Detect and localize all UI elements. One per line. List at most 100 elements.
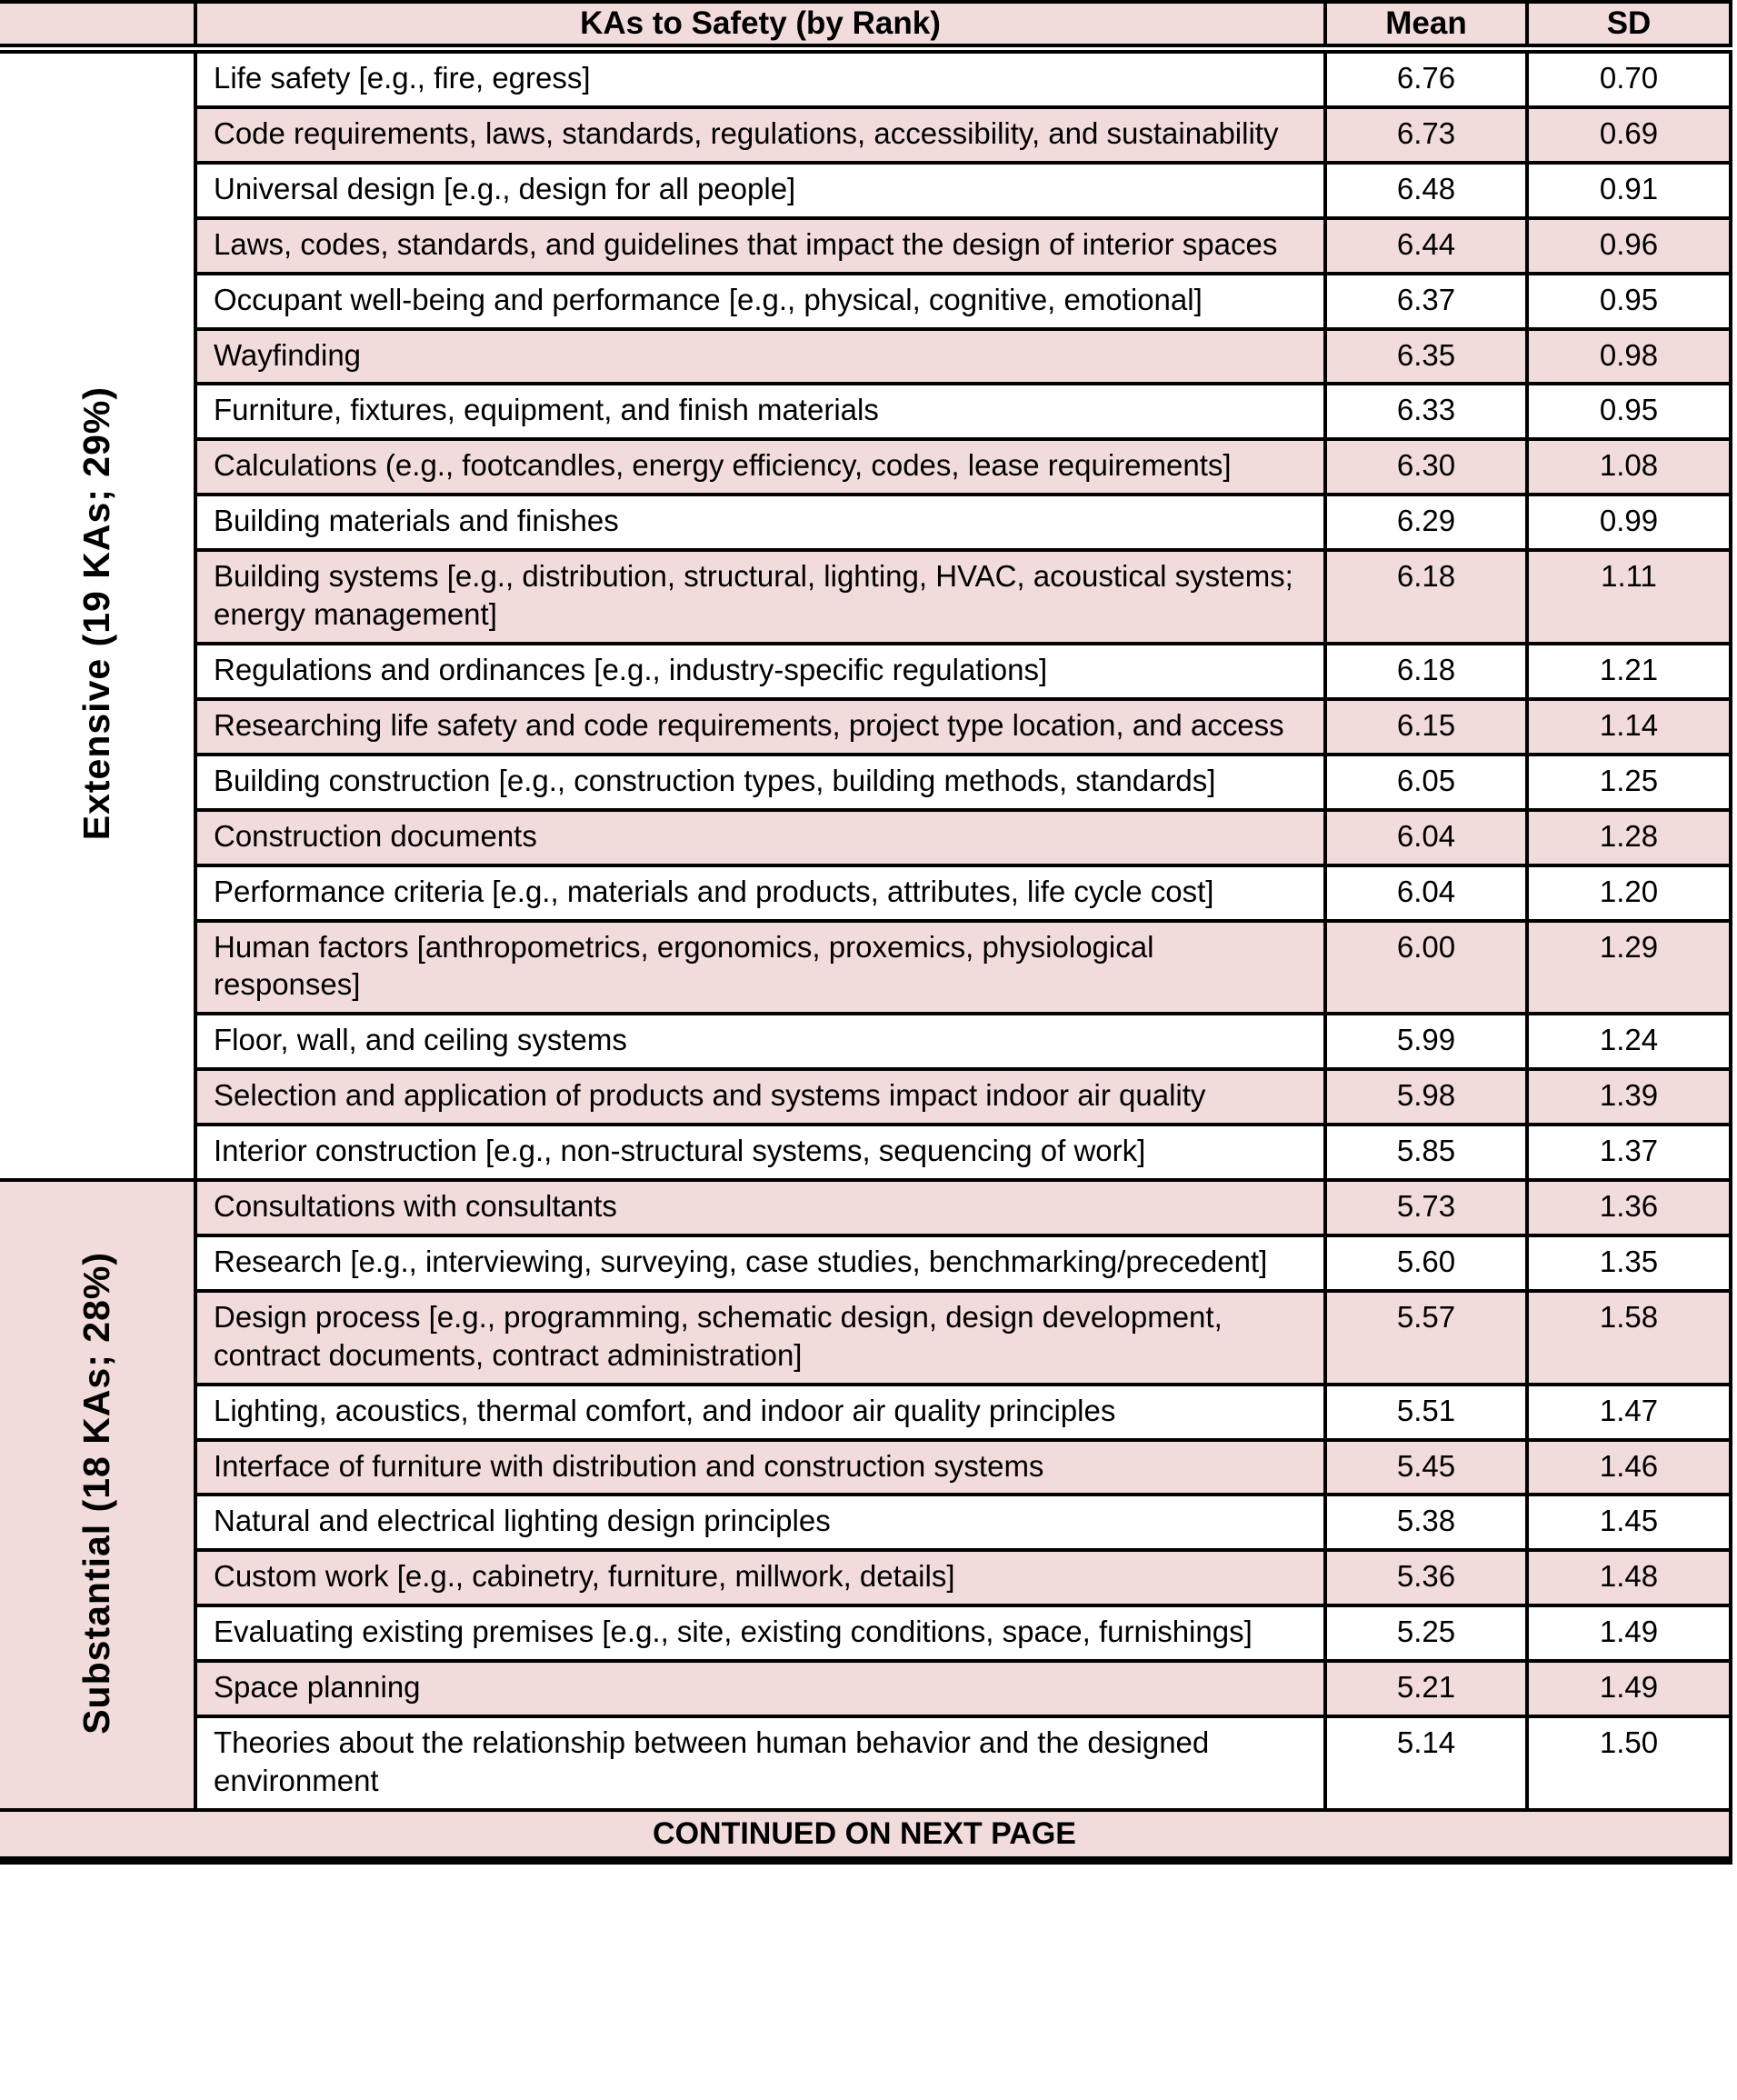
mean-cell: 6.76 bbox=[1323, 46, 1529, 109]
mean-cell: 5.73 bbox=[1323, 1178, 1529, 1237]
ka-cell: Code requirements, laws, standards, regu… bbox=[194, 105, 1327, 165]
mean-cell: 5.45 bbox=[1323, 1437, 1529, 1497]
ka-cell: Evaluating existing premises [e.g., site… bbox=[194, 1604, 1327, 1664]
ka-cell: Construction documents bbox=[194, 807, 1327, 867]
table-row: Substantial (18 KAs; 28%) Consultations w… bbox=[0, 1178, 1732, 1812]
sd-cell: 1.45 bbox=[1525, 1493, 1732, 1553]
ka-cell: Lighting, acoustics, thermal comfort, an… bbox=[194, 1382, 1327, 1442]
header-sd-cell: SD bbox=[1525, 0, 1732, 54]
table-footer: CONTINUED ON NEXT PAGE bbox=[0, 1807, 1732, 1865]
ka-cell: Researching life safety and code require… bbox=[194, 696, 1327, 756]
sd-cell: 1.48 bbox=[1525, 1548, 1732, 1608]
ka-cell: Custom work [e.g., cabinetry, furniture,… bbox=[194, 1548, 1327, 1608]
sd-cell: 0.98 bbox=[1525, 326, 1732, 386]
table-row: Occupant well-being and performance [e.g… bbox=[0, 271, 1732, 331]
mean-cell: 6.44 bbox=[1323, 215, 1529, 275]
mean-cell: 6.73 bbox=[1323, 105, 1529, 165]
ka-cell: Performance criteria [e.g., materials an… bbox=[194, 863, 1327, 923]
sd-cell: 1.47 bbox=[1525, 1382, 1732, 1442]
table-row: Laws, codes, standards, and guidelines t… bbox=[0, 215, 1732, 275]
table-row: Space planning 5.21 1.49 bbox=[0, 1659, 1732, 1719]
mean-cell: 6.04 bbox=[1323, 863, 1529, 923]
ka-cell: Research [e.g., interviewing, surveying,… bbox=[194, 1233, 1327, 1293]
group-label-cell-extensive: Extensive (19 KAs; 29%) bbox=[0, 46, 197, 1183]
mean-cell: 6.35 bbox=[1323, 326, 1529, 386]
sd-cell: 1.28 bbox=[1525, 807, 1732, 867]
table-row: Universal design [e.g., design for all p… bbox=[0, 160, 1732, 220]
sd-cell: 1.14 bbox=[1525, 696, 1732, 756]
mean-cell: 6.05 bbox=[1323, 752, 1529, 812]
mean-cell: 5.60 bbox=[1323, 1233, 1529, 1293]
table-row: Calculations (e.g., footcandles, energy … bbox=[0, 437, 1732, 497]
ka-cell: Life safety [e.g., fire, egress] bbox=[194, 46, 1327, 109]
mean-cell: 6.00 bbox=[1323, 918, 1529, 1016]
table-header: KAs to Safety (by Rank) Mean SD bbox=[0, 0, 1732, 54]
header-row: KAs to Safety (by Rank) Mean SD bbox=[0, 0, 1732, 54]
sd-cell: 0.70 bbox=[1525, 46, 1732, 109]
table-row: Extensive (19 KAs; 29%) Life safety [e.g.… bbox=[0, 46, 1732, 1183]
ka-safety-table: KAs to Safety (by Rank) Mean SD Extensiv… bbox=[0, 0, 1732, 1865]
sd-cell: 1.11 bbox=[1525, 548, 1732, 645]
sd-cell: 1.49 bbox=[1525, 1659, 1732, 1719]
sd-cell: 1.36 bbox=[1525, 1178, 1732, 1237]
ka-cell: Building systems [e.g., distribution, st… bbox=[194, 548, 1327, 645]
header-corner-cell bbox=[0, 0, 197, 54]
mean-cell: 6.30 bbox=[1323, 437, 1529, 497]
ka-cell: Building materials and finishes bbox=[194, 493, 1327, 553]
mean-cell: 5.25 bbox=[1323, 1604, 1529, 1664]
mean-cell: 6.29 bbox=[1323, 493, 1529, 553]
ka-cell: Human factors [anthropometrics, ergonomi… bbox=[194, 918, 1327, 1016]
ka-cell: Occupant well-being and performance [e.g… bbox=[194, 271, 1327, 331]
table-row: Building materials and finishes 6.29 0.99 bbox=[0, 493, 1732, 553]
sd-cell: 1.49 bbox=[1525, 1604, 1732, 1664]
mean-cell: 6.04 bbox=[1323, 807, 1529, 867]
ka-cell: Design process [e.g., programming, schem… bbox=[194, 1288, 1327, 1386]
table-row: Lighting, acoustics, thermal comfort, an… bbox=[0, 1382, 1732, 1442]
table-row: Building systems [e.g., distribution, st… bbox=[0, 548, 1732, 645]
mean-cell: 5.36 bbox=[1323, 1548, 1529, 1608]
mean-cell: 6.33 bbox=[1323, 382, 1529, 442]
sd-cell: 0.95 bbox=[1525, 271, 1732, 331]
table-row: Interior construction [e.g., non-structu… bbox=[0, 1123, 1732, 1183]
ka-cell: Selection and application of products an… bbox=[194, 1067, 1327, 1127]
table-row: Furniture, fixtures, equipment, and fini… bbox=[0, 382, 1732, 442]
mean-cell: 6.37 bbox=[1323, 271, 1529, 331]
table-row: Construction documents 6.04 1.28 bbox=[0, 807, 1732, 867]
table-row: Evaluating existing premises [e.g., site… bbox=[0, 1604, 1732, 1664]
mean-cell: 5.57 bbox=[1323, 1288, 1529, 1386]
sd-cell: 1.21 bbox=[1525, 641, 1732, 701]
ka-cell: Regulations and ordinances [e.g., indust… bbox=[194, 641, 1327, 701]
table-row: Building construction [e.g., constructio… bbox=[0, 752, 1732, 812]
ka-cell: Theories about the relationship between … bbox=[194, 1715, 1327, 1812]
ka-cell: Furniture, fixtures, equipment, and fini… bbox=[194, 382, 1327, 442]
sd-cell: 1.20 bbox=[1525, 863, 1732, 923]
table-row: Code requirements, laws, standards, regu… bbox=[0, 105, 1732, 165]
table-row: Research [e.g., interviewing, surveying,… bbox=[0, 1233, 1732, 1293]
ka-cell: Space planning bbox=[194, 1659, 1327, 1719]
mean-cell: 6.15 bbox=[1323, 696, 1529, 756]
group-label-text-extensive: Extensive (19 KAs; 29%) bbox=[75, 386, 117, 841]
group-label-text-substantial: Substantial (18 KAs; 28%) bbox=[75, 1251, 117, 1735]
sd-cell: 1.35 bbox=[1525, 1233, 1732, 1293]
header-mean-cell: Mean bbox=[1323, 0, 1529, 54]
mean-cell: 6.18 bbox=[1323, 641, 1529, 701]
sd-cell: 1.46 bbox=[1525, 1437, 1732, 1497]
table-row: Floor, wall, and ceiling systems 5.99 1.24 bbox=[0, 1012, 1732, 1072]
ka-cell: Floor, wall, and ceiling systems bbox=[194, 1012, 1327, 1072]
continued-label: CONTINUED ON NEXT PAGE bbox=[0, 1807, 1732, 1865]
table-row: Theories about the relationship between … bbox=[0, 1715, 1732, 1812]
table-row: Researching life safety and code require… bbox=[0, 696, 1732, 756]
table-row: Custom work [e.g., cabinetry, furniture,… bbox=[0, 1548, 1732, 1608]
sd-cell: 1.08 bbox=[1525, 437, 1732, 497]
sd-cell: 0.96 bbox=[1525, 215, 1732, 275]
ka-cell: Interface of furniture with distribution… bbox=[194, 1437, 1327, 1497]
table-body: Extensive (19 KAs; 29%) Life safety [e.g.… bbox=[0, 46, 1732, 1812]
ka-cell: Universal design [e.g., design for all p… bbox=[194, 160, 1327, 220]
table-row: Performance criteria [e.g., materials an… bbox=[0, 863, 1732, 923]
ka-cell: Laws, codes, standards, and guidelines t… bbox=[194, 215, 1327, 275]
table-row: Regulations and ordinances [e.g., indust… bbox=[0, 641, 1732, 701]
ka-cell: Wayfinding bbox=[194, 326, 1327, 386]
mean-cell: 5.21 bbox=[1323, 1659, 1529, 1719]
mean-cell: 6.48 bbox=[1323, 160, 1529, 220]
sd-cell: 1.39 bbox=[1525, 1067, 1732, 1127]
